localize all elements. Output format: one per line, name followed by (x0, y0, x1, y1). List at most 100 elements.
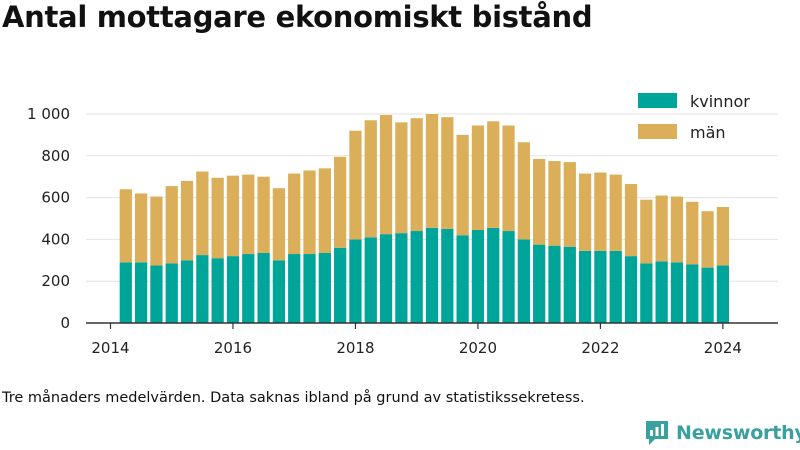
y-tick-label: 600 (41, 189, 70, 207)
bar-kvinnor (609, 250, 622, 323)
bar-man (242, 174, 255, 255)
bar-man (716, 207, 730, 266)
bar-man (441, 117, 454, 229)
bar-kvinnor (180, 260, 194, 323)
bar-man (180, 180, 194, 261)
bar-man (548, 161, 561, 246)
bar-kvinnor (288, 254, 301, 323)
x-tick-label: 2014 (91, 339, 129, 357)
bar-man (211, 177, 224, 259)
x-tick-label: 2020 (459, 339, 497, 357)
legend-label: kvinnor (690, 92, 750, 111)
bar-man (257, 176, 270, 253)
bar-man (517, 142, 530, 240)
bar-kvinnor (624, 256, 638, 323)
bar-man (150, 196, 163, 266)
bar-kvinnor (441, 228, 454, 323)
bar-kvinnor (318, 252, 331, 323)
bar-man (395, 122, 408, 234)
bars (119, 114, 730, 323)
bar-kvinnor (211, 258, 224, 323)
bar-kvinnor (425, 227, 439, 323)
bar-kvinnor (334, 247, 347, 323)
bar-man (272, 188, 286, 261)
bar-man (563, 162, 576, 247)
bar-kvinnor (349, 239, 362, 323)
bar-man (701, 211, 714, 268)
bar-man (226, 175, 240, 257)
bar-man (196, 171, 209, 256)
legend-label: män (690, 123, 726, 142)
bar-kvinnor (196, 255, 209, 323)
bar-man (318, 168, 331, 253)
legend: kvinnor män (638, 92, 750, 142)
bar-kvinnor (563, 246, 576, 323)
brand: Newsworthy (644, 419, 800, 447)
bar-kvinnor (686, 264, 699, 323)
bar-man (456, 134, 469, 236)
bar-man (364, 120, 377, 238)
bar-man (640, 199, 653, 264)
bar-man (165, 186, 178, 264)
bar-man (594, 172, 607, 251)
bar-kvinnor (165, 263, 178, 323)
bar-kvinnor (379, 234, 393, 323)
bar-kvinnor (303, 254, 316, 323)
legend-swatch (638, 124, 677, 139)
bar-man (624, 184, 638, 257)
bar-man (425, 114, 439, 228)
bar-kvinnor (410, 231, 423, 323)
y-tick-label: 400 (41, 230, 70, 248)
brand-name: Newsworthy (676, 422, 800, 444)
bar-kvinnor (533, 244, 546, 323)
bar-man (334, 156, 347, 248)
bar-kvinnor (456, 235, 469, 323)
bar-man (119, 189, 132, 263)
bar-kvinnor (395, 233, 408, 323)
legend-swatch (638, 93, 677, 108)
bar-kvinnor (257, 252, 270, 323)
bar-kvinnor (150, 265, 163, 323)
bar-kvinnor (134, 262, 148, 323)
bar-man (349, 130, 362, 240)
bar-kvinnor (487, 227, 500, 323)
x-tick-label: 2022 (581, 339, 619, 357)
bar-kvinnor (119, 262, 132, 323)
bar-man (655, 195, 668, 262)
bar-kvinnor (716, 265, 730, 323)
axes: 0 200 400 600 800 1 000 2014 2016 2018 2020 2022 20… (27, 105, 778, 357)
newsworthy-logo-icon (646, 421, 668, 445)
bar-man (578, 173, 592, 251)
bar-kvinnor (670, 262, 684, 323)
x-tick-label: 2018 (336, 339, 374, 357)
bar-kvinnor (594, 250, 607, 323)
bar-man (609, 174, 622, 251)
y-tick-label: 200 (41, 272, 70, 290)
bar-kvinnor (701, 267, 714, 323)
bar-kvinnor (517, 239, 530, 323)
bar-kvinnor (242, 254, 255, 323)
bar-man (471, 125, 485, 230)
bar-man (487, 121, 500, 228)
bar-kvinnor (548, 245, 561, 323)
bar-man (303, 170, 316, 255)
bar-man (134, 193, 148, 263)
x-tick-label: 2016 (214, 339, 252, 357)
bar-kvinnor (578, 250, 592, 323)
bar-man (410, 118, 423, 232)
x-tick-label: 2024 (704, 339, 742, 357)
bar-man (288, 173, 301, 255)
y-tick-label: 1 000 (27, 105, 70, 123)
bar-man (686, 201, 699, 265)
bar-kvinnor (640, 263, 653, 323)
footnote: Tre månaders medelvärden. Data saknas ib… (2, 390, 585, 406)
bar-kvinnor (655, 261, 668, 323)
bar-kvinnor (226, 256, 240, 323)
y-tick-label: 800 (41, 147, 70, 165)
bar-kvinnor (502, 231, 515, 323)
bar-kvinnor (471, 229, 485, 323)
y-tick-label: 0 (60, 314, 70, 332)
bar-man (533, 158, 546, 245)
bar-kvinnor (364, 237, 377, 323)
